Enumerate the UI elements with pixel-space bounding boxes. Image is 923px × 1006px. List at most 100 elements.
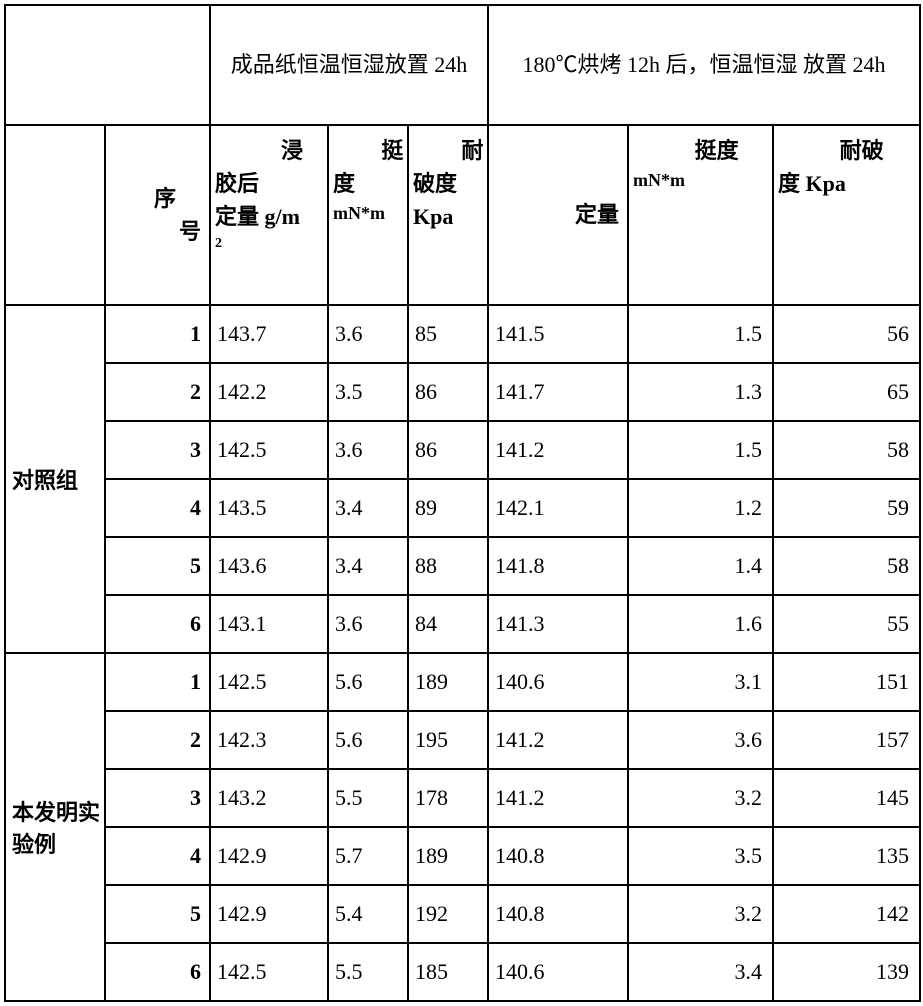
data-cell: 142: [773, 885, 920, 943]
data-cell: 3.2: [628, 769, 773, 827]
data-cell: 185: [408, 943, 488, 1001]
data-cell: 139: [773, 943, 920, 1001]
data-cell: 3.5: [628, 827, 773, 885]
seq-cell: 3: [105, 769, 210, 827]
data-cell: 140.8: [488, 827, 628, 885]
seq-cell: 2: [105, 711, 210, 769]
data-cell: 143.7: [210, 305, 328, 363]
seq-cell: 6: [105, 943, 210, 1001]
data-cell: 3.4: [328, 479, 408, 537]
seq-cell: 4: [105, 479, 210, 537]
data-cell: 3.6: [328, 305, 408, 363]
blank-group-header: [5, 125, 105, 305]
header-group-1: 成品纸恒温恒湿放置 24h: [210, 5, 488, 125]
data-cell: 140.6: [488, 943, 628, 1001]
data-cell: 141.2: [488, 711, 628, 769]
data-cell: 3.2: [628, 885, 773, 943]
data-cell: 157: [773, 711, 920, 769]
header-col2: 挺度mN*m: [328, 125, 408, 305]
data-cell: 59: [773, 479, 920, 537]
data-cell: 5.4: [328, 885, 408, 943]
data-cell: 1.5: [628, 305, 773, 363]
data-cell: 1.5: [628, 421, 773, 479]
seq-cell: 3: [105, 421, 210, 479]
data-cell: 141.8: [488, 537, 628, 595]
table-row: 3142.53.686141.21.558: [5, 421, 920, 479]
data-cell: 142.9: [210, 827, 328, 885]
data-cell: 141.5: [488, 305, 628, 363]
seq-cell: 5: [105, 885, 210, 943]
table-row: 本发明实验例1142.55.6189140.63.1151: [5, 653, 920, 711]
data-cell: 3.6: [328, 421, 408, 479]
data-cell: 140.8: [488, 885, 628, 943]
header-col6: 耐破度 Kpa: [773, 125, 920, 305]
data-cell: 142.5: [210, 943, 328, 1001]
table-row: 3143.25.5178141.23.2145: [5, 769, 920, 827]
data-cell: 1.2: [628, 479, 773, 537]
data-cell: 143.6: [210, 537, 328, 595]
header-col3: 耐破度Kpa: [408, 125, 488, 305]
group-label: 本发明实验例: [5, 653, 105, 1001]
table-row: 6143.13.684141.31.655: [5, 595, 920, 653]
header-group-2: 180℃烘烤 12h 后，恒温恒湿 放置 24h: [488, 5, 920, 125]
data-cell: 142.2: [210, 363, 328, 421]
table-row: 4142.95.7189140.83.5135: [5, 827, 920, 885]
header-col4: 定量: [488, 125, 628, 305]
header-col5: 挺度mN*m: [628, 125, 773, 305]
data-cell: 142.1: [488, 479, 628, 537]
data-cell: 135: [773, 827, 920, 885]
data-cell: 192: [408, 885, 488, 943]
data-cell: 178: [408, 769, 488, 827]
data-cell: 1.6: [628, 595, 773, 653]
data-cell: 86: [408, 421, 488, 479]
table-row: 4143.53.489142.11.259: [5, 479, 920, 537]
table-row: 6142.55.5185140.63.4139: [5, 943, 920, 1001]
table-row: 对照组1143.73.685141.51.556: [5, 305, 920, 363]
header-col1: 浸胶后定量 g/m2: [210, 125, 328, 305]
data-cell: 5.5: [328, 769, 408, 827]
seq-cell: 1: [105, 653, 210, 711]
table-row: 5143.63.488141.81.458: [5, 537, 920, 595]
seq-cell: 6: [105, 595, 210, 653]
data-cell: 142.9: [210, 885, 328, 943]
blank-corner: [5, 5, 210, 125]
data-cell: 3.6: [328, 595, 408, 653]
data-cell: 151: [773, 653, 920, 711]
data-cell: 143.5: [210, 479, 328, 537]
data-cell: 1.3: [628, 363, 773, 421]
data-cell: 142.5: [210, 421, 328, 479]
data-cell: 5.7: [328, 827, 408, 885]
data-cell: 3.1: [628, 653, 773, 711]
data-cell: 5.6: [328, 711, 408, 769]
data-cell: 143.2: [210, 769, 328, 827]
data-cell: 189: [408, 827, 488, 885]
data-cell: 58: [773, 537, 920, 595]
data-cell: 142.5: [210, 653, 328, 711]
table-row: 5142.95.4192140.83.2142: [5, 885, 920, 943]
data-cell: 65: [773, 363, 920, 421]
data-cell: 141.2: [488, 421, 628, 479]
seq-cell: 5: [105, 537, 210, 595]
data-cell: 142.3: [210, 711, 328, 769]
data-cell: 5.5: [328, 943, 408, 1001]
header-seq: 序号: [105, 125, 210, 305]
data-cell: 143.1: [210, 595, 328, 653]
header-row-1: 成品纸恒温恒湿放置 24h 180℃烘烤 12h 后，恒温恒湿 放置 24h: [5, 5, 920, 125]
data-cell: 3.6: [628, 711, 773, 769]
data-table: 成品纸恒温恒湿放置 24h 180℃烘烤 12h 后，恒温恒湿 放置 24h 序…: [4, 4, 921, 1002]
group-label: 对照组: [5, 305, 105, 653]
data-cell: 3.4: [628, 943, 773, 1001]
data-cell: 1.4: [628, 537, 773, 595]
header-row-2: 序号 浸胶后定量 g/m2 挺度mN*m 耐破度Kpa 定量 挺度mN*m 耐破…: [5, 125, 920, 305]
data-cell: 88: [408, 537, 488, 595]
data-cell: 3.4: [328, 537, 408, 595]
data-cell: 89: [408, 479, 488, 537]
data-cell: 3.5: [328, 363, 408, 421]
data-cell: 55: [773, 595, 920, 653]
data-cell: 84: [408, 595, 488, 653]
table-row: 2142.35.6195141.23.6157: [5, 711, 920, 769]
seq-cell: 1: [105, 305, 210, 363]
data-cell: 58: [773, 421, 920, 479]
data-cell: 5.6: [328, 653, 408, 711]
data-cell: 56: [773, 305, 920, 363]
